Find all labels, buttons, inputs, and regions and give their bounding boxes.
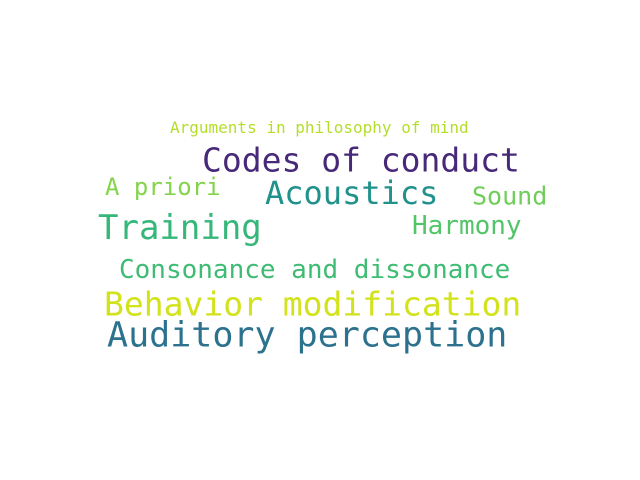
word-sound: Sound [472, 181, 548, 211]
word-behavior-modification: Behavior modification [104, 284, 522, 324]
word-acoustics: Acoustics [265, 174, 439, 212]
word-consonance-and-dissonance: Consonance and dissonance [119, 255, 511, 285]
word-arguments-in-philosophy-of-mind: Arguments in philosophy of mind [170, 118, 469, 137]
word-codes-of-conduct: Codes of conduct [202, 140, 520, 180]
word-a-priori: A priori [105, 173, 221, 201]
word-auditory-perception: Auditory perception [107, 315, 508, 356]
word-harmony: Harmony [412, 211, 522, 241]
word-training: Training [98, 208, 262, 248]
